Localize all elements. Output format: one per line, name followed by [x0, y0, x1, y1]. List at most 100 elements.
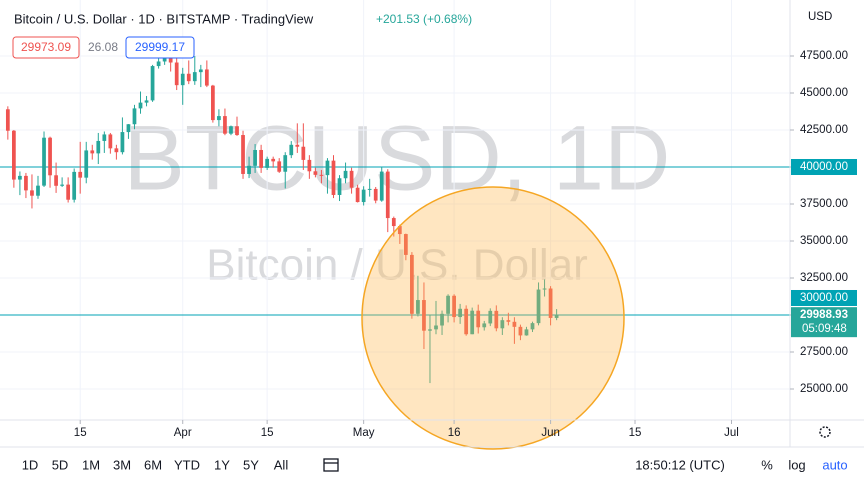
- candle-body: [530, 323, 535, 330]
- icon-shape: [323, 458, 339, 472]
- range-button[interactable]: 1D: [22, 457, 39, 472]
- circle-annotation: [361, 186, 625, 450]
- candle-body: [174, 62, 179, 86]
- x-tick-label: Apr: [174, 427, 192, 439]
- candle-body: [361, 189, 366, 203]
- candle-body: [518, 326, 523, 336]
- candle-body: [422, 300, 426, 331]
- x-tick-label: 15: [261, 427, 274, 439]
- candle-body: [289, 144, 294, 156]
- y-tick-label: 25000.00: [800, 383, 848, 395]
- candle-body: [78, 171, 83, 178]
- x-tick-label: 16: [448, 427, 461, 439]
- countdown: 05:09:48: [802, 323, 847, 335]
- scale-option[interactable]: log: [788, 457, 805, 472]
- candle-body: [108, 134, 113, 149]
- range-button[interactable]: 3M: [113, 457, 131, 472]
- y-tick-label: 27500.00: [800, 346, 848, 358]
- price-label: 30000.00: [800, 292, 848, 304]
- candle-body: [235, 126, 239, 136]
- candle-body: [470, 310, 475, 335]
- candle-body: [548, 288, 553, 318]
- range-button[interactable]: YTD: [174, 457, 200, 472]
- ask-box[interactable]: [125, 36, 195, 59]
- price-label-box: [791, 158, 857, 175]
- candle-body: [18, 175, 22, 180]
- candle-body: [403, 234, 408, 255]
- scale-option[interactable]: %: [761, 457, 773, 472]
- candle-body: [476, 310, 481, 328]
- range-button[interactable]: 6M: [144, 457, 162, 472]
- candle-body: [434, 325, 438, 330]
- candle-body: [162, 57, 167, 62]
- currency[interactable]: USD: [808, 11, 832, 23]
- y-tick-label: 47500.00: [800, 50, 848, 62]
- candle-body: [446, 295, 450, 314]
- x-tick-label: May: [353, 427, 375, 439]
- candle-body: [542, 288, 547, 290]
- scale-option[interactable]: auto: [822, 457, 847, 472]
- compare-icon[interactable]: [323, 458, 339, 472]
- range-button[interactable]: All: [274, 457, 289, 472]
- candle-body: [126, 124, 131, 133]
- settings-icon[interactable]: [819, 426, 831, 438]
- candle-body: [343, 170, 348, 179]
- candle-body: [319, 174, 324, 176]
- candle-body: [355, 187, 360, 203]
- range-button[interactable]: 5Y: [243, 457, 259, 472]
- candle-body: [217, 116, 221, 121]
- candle-body: [410, 254, 414, 314]
- bid[interactable]: 29973.09: [21, 40, 71, 54]
- change: +201.53 (+0.68%): [376, 12, 472, 26]
- ask[interactable]: 29999.17: [135, 40, 185, 54]
- y-tick-label: 37500.00: [800, 198, 848, 210]
- candle-body: [156, 61, 161, 67]
- candle-body: [307, 159, 312, 172]
- price-label: 40000.00: [800, 161, 848, 173]
- candle-body: [60, 184, 64, 186]
- candle-body: [325, 160, 330, 176]
- candle-body: [168, 57, 173, 63]
- candle-body: [500, 320, 505, 329]
- candle-body: [36, 185, 40, 196]
- candle-body: [180, 73, 185, 86]
- bid-box[interactable]: [12, 36, 80, 59]
- candle-body: [277, 161, 282, 172]
- candle-body: [192, 72, 197, 82]
- candle-body: [211, 85, 215, 121]
- candle-body: [458, 308, 462, 318]
- x-tick-label: 15: [629, 427, 642, 439]
- range-button[interactable]: 1Y: [214, 457, 230, 472]
- candle-body: [385, 171, 390, 219]
- last-price-box: [791, 307, 857, 338]
- candle-body: [138, 102, 143, 109]
- range-button[interactable]: 5D: [52, 457, 69, 472]
- candle-body: [144, 100, 149, 103]
- watermark: Bitcoin / U.S. Dollar: [206, 241, 587, 290]
- candle-body: [337, 178, 342, 195]
- candle-body: [132, 108, 137, 125]
- candle-body: [114, 148, 119, 153]
- candle-body: [84, 150, 89, 178]
- candle-body: [96, 140, 101, 154]
- candle-body: [391, 218, 396, 227]
- clock: 18:50:12 (UTC): [635, 457, 725, 472]
- candle-body: [90, 150, 95, 154]
- candle-body: [283, 155, 288, 172]
- candle-body: [54, 175, 58, 186]
- candle-body: [271, 158, 276, 162]
- candle-body: [397, 226, 402, 235]
- candle-body: [102, 134, 107, 141]
- chart-title: Bitcoin / U.S. Dollar · 1D · BITSTAMP · …: [14, 11, 314, 26]
- candle-body: [349, 170, 354, 188]
- last-price: 29988.93: [800, 309, 848, 321]
- candle-body: [259, 149, 263, 168]
- candle-body: [512, 321, 517, 327]
- price-label-box: [791, 289, 857, 306]
- candle-body: [494, 310, 499, 329]
- candle-body: [452, 295, 456, 318]
- plot-area: BTCUSD, 1D Bitcoin / U.S. Dollar: [0, 0, 790, 420]
- candle-body: [12, 130, 16, 180]
- range-button[interactable]: 1M: [82, 457, 100, 472]
